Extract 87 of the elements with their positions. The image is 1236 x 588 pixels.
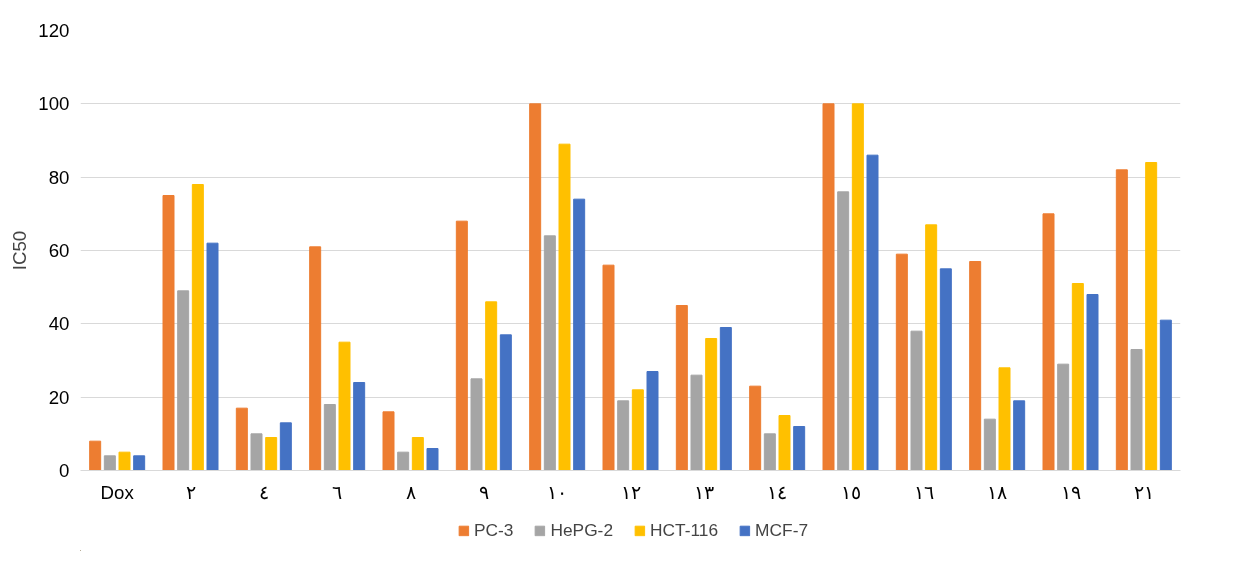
bar xyxy=(631,389,644,471)
legend-label: HCT-116 xyxy=(650,519,719,541)
x-tick-label: ١٦ xyxy=(913,481,934,503)
y-tick-label: 0 xyxy=(59,460,70,481)
bar xyxy=(866,154,879,471)
bar xyxy=(426,448,439,471)
bar xyxy=(998,367,1011,471)
bar xyxy=(235,407,248,471)
bar xyxy=(411,437,424,471)
bar xyxy=(470,378,483,471)
y-tick-label: 80 xyxy=(48,166,70,188)
legend-label: HePG-2 xyxy=(550,519,614,541)
bar xyxy=(1130,349,1143,471)
y-tick-label: 100 xyxy=(38,93,70,115)
x-tick-label: ١٤ xyxy=(767,481,788,503)
bar xyxy=(323,404,336,471)
bar xyxy=(1013,400,1026,471)
bar xyxy=(1057,363,1070,471)
bar xyxy=(925,224,938,471)
bar xyxy=(573,198,586,471)
bar xyxy=(969,261,982,471)
y-tick-label: 120 xyxy=(38,20,70,41)
bar xyxy=(646,371,659,471)
bar xyxy=(162,195,175,471)
bar xyxy=(749,385,762,471)
x-tick-label: ٩ xyxy=(478,481,489,503)
bar xyxy=(1042,213,1055,471)
bar xyxy=(675,305,688,471)
bar xyxy=(265,437,278,471)
x-tick-label: ١٨ xyxy=(987,481,1008,503)
x-tick-label: ٨ xyxy=(405,481,416,503)
bar xyxy=(1145,162,1158,471)
bar xyxy=(338,341,351,471)
x-tick-label: ٤ xyxy=(258,481,269,503)
bar xyxy=(1159,319,1172,471)
y-tick-label: 60 xyxy=(48,240,70,261)
bar xyxy=(690,374,703,471)
bar xyxy=(778,415,791,471)
bar xyxy=(822,103,835,471)
bar xyxy=(837,191,850,471)
bar xyxy=(191,184,204,471)
bar xyxy=(279,422,292,471)
bar xyxy=(895,253,908,471)
bar xyxy=(529,103,542,471)
bar xyxy=(206,242,219,471)
bar xyxy=(793,426,806,471)
bar xyxy=(250,433,263,471)
x-tick-label: ٦ xyxy=(332,481,343,503)
bar xyxy=(558,143,571,471)
bar xyxy=(939,268,952,471)
bar xyxy=(1115,169,1128,471)
x-tick-label: ١٣ xyxy=(693,481,714,503)
bar xyxy=(353,382,366,471)
bar xyxy=(602,264,615,471)
y-axis-title: IC50 xyxy=(9,230,31,271)
bar xyxy=(983,418,996,471)
legend-label: PC-3 xyxy=(473,519,514,541)
x-tick-label: ٢١ xyxy=(1133,481,1154,503)
x-tick-label: ١٢ xyxy=(620,481,641,503)
bar xyxy=(1086,294,1099,471)
x-tick-label: ١٩ xyxy=(1060,481,1081,503)
legend-label: MCF-7 xyxy=(755,519,809,541)
bar xyxy=(485,301,498,471)
bar xyxy=(89,440,102,471)
bar xyxy=(499,334,512,471)
y-tick-label: 40 xyxy=(48,313,70,335)
bar xyxy=(763,433,776,471)
bar xyxy=(397,451,410,471)
bar xyxy=(617,400,630,471)
bar xyxy=(851,103,864,471)
bar xyxy=(382,411,395,471)
bar xyxy=(133,455,146,471)
x-tick-label: ١٥ xyxy=(840,481,861,503)
bar xyxy=(455,220,468,471)
bar xyxy=(103,455,116,471)
bar xyxy=(910,330,923,471)
bar xyxy=(543,235,556,471)
x-tick-label: ٢ xyxy=(185,481,196,503)
x-tick-label: Dox xyxy=(100,481,135,503)
bar xyxy=(309,246,322,471)
bar xyxy=(719,327,732,471)
y-tick-label: 20 xyxy=(48,386,70,408)
bar xyxy=(705,338,718,471)
bar xyxy=(177,290,190,471)
bar xyxy=(118,451,131,471)
x-tick-label: ١٠ xyxy=(547,481,568,503)
bar xyxy=(1071,283,1084,471)
